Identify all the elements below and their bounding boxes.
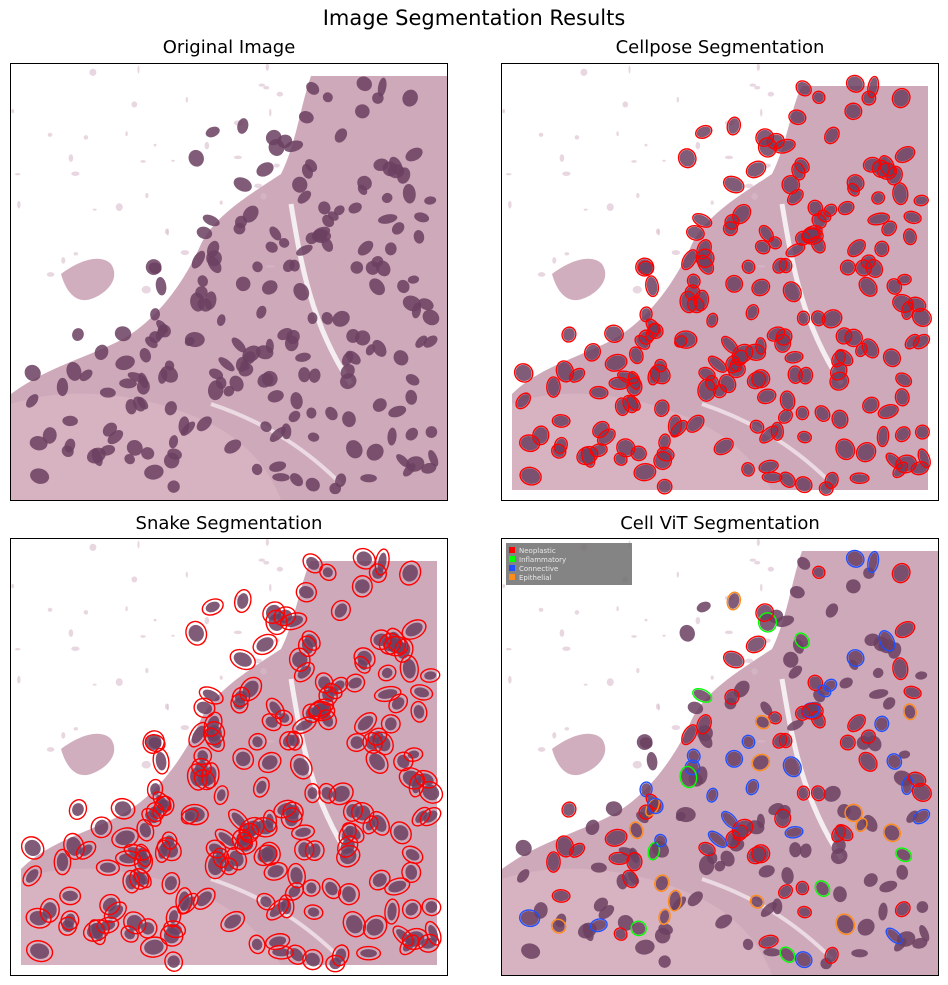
histology-image-cellpose (502, 64, 938, 500)
panel-cellvit: Neoplastic Inflammatory Connective Epitheli… (501, 538, 939, 976)
panel-title-cellvit: Cell ViT Segmentation (620, 513, 820, 534)
histology-image-original (11, 64, 447, 500)
panel-cellpose (501, 63, 939, 501)
panel-title-original: Original Image (162, 37, 296, 58)
legend-swatch-epithelial (509, 574, 515, 580)
panel-title-snake: Snake Segmentation (135, 513, 323, 534)
legend-label-connective: Connective (519, 565, 558, 573)
histology-image-cellvit: NeoplasticInflammatoryConnectiveEpitheli… (502, 539, 938, 975)
legend-label-neoplastic: Neoplastic (519, 547, 556, 555)
histology-image-snake (11, 539, 447, 975)
panel-original (10, 63, 448, 501)
legend-swatch-neoplastic (509, 547, 515, 553)
legend-swatch-inflammatory (509, 556, 515, 562)
panel-title-cellpose: Cellpose Segmentation (615, 37, 825, 58)
panel-snake (10, 538, 448, 976)
figure-title: Image Segmentation Results (322, 6, 626, 30)
legend-swatch-connective (509, 565, 515, 571)
legend-label-epithelial: Epithelial (519, 574, 551, 582)
legend-label-inflammatory: Inflammatory (519, 556, 566, 564)
